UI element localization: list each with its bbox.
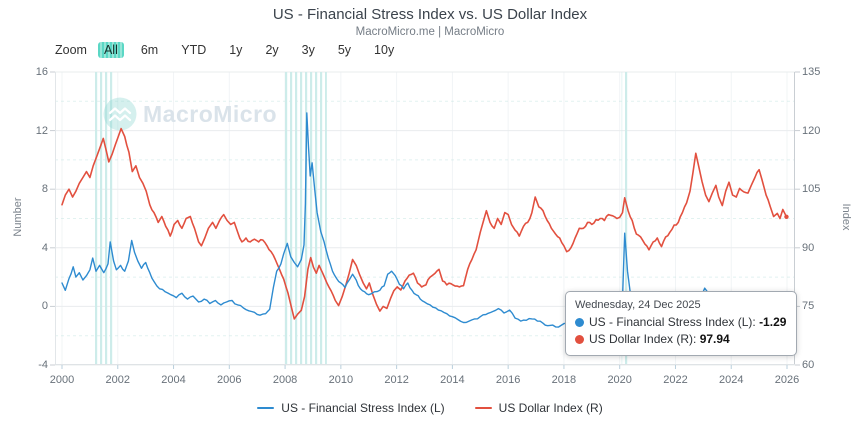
x-tick-2016: 2016	[495, 374, 521, 386]
x-tick-2006: 2006	[217, 374, 242, 386]
range-button-2y[interactable]: 2y	[259, 42, 284, 58]
left-tick-4: 4	[41, 241, 48, 254]
right-tick-75: 75	[802, 300, 815, 313]
right-tick-105: 105	[802, 183, 821, 196]
x-tick-2010: 2010	[328, 374, 354, 386]
range-button-1y[interactable]: 1y	[223, 42, 248, 58]
red-series-dot-icon	[575, 335, 584, 344]
left-tick-12: 12	[35, 124, 48, 137]
x-tick-2026: 2026	[774, 374, 800, 386]
page-title: US - Financial Stress Index vs. US Dolla…	[272, 6, 588, 23]
x-tick-2024: 2024	[718, 374, 744, 386]
x-tick-2014: 2014	[440, 374, 465, 386]
x-tick-2008: 2008	[272, 374, 298, 386]
x-tick-2012: 2012	[384, 374, 409, 386]
x-tick-2018: 2018	[551, 374, 577, 386]
legend: US - Financial Stress Index (L) US Dolla…	[0, 401, 860, 415]
tooltip-row-stress-index: US - Financial Stress Index (L): -1.29	[575, 314, 786, 331]
range-button-ytd[interactable]: YTD	[175, 42, 212, 58]
range-toolbar: Zoom All 6m YTD 1y 2y 3y 5y 10y	[55, 42, 400, 58]
tooltip-date: Wednesday, 24 Dec 2025	[575, 299, 701, 311]
left-tick-8: 8	[41, 183, 48, 196]
range-button-6m[interactable]: 6m	[135, 42, 164, 58]
left-tick--4: -4	[38, 359, 48, 371]
x-tick-2020: 2020	[607, 374, 632, 386]
series-end-marker	[784, 214, 789, 219]
macromicro-watermark: MacroMicro	[103, 97, 277, 131]
plot-area[interactable]: MacroMicro	[50, 71, 800, 369]
legend-item-dollar-index[interactable]: US Dollar Index (R)	[474, 401, 603, 415]
x-tick-2004: 2004	[161, 374, 186, 386]
chart-subtitle: MacroMicro.me | MacroMicro	[355, 26, 505, 38]
tooltip-row-dollar-index: US Dollar Index (R): 97.94	[575, 331, 786, 348]
x-tick-2000: 2000	[49, 374, 75, 386]
right-tick-90: 90	[802, 241, 815, 254]
range-button-5y[interactable]: 5y	[332, 42, 357, 58]
x-tick-2022: 2022	[663, 374, 688, 386]
red-line-sample-icon	[474, 407, 492, 409]
right-tick-120: 120	[802, 124, 821, 137]
range-button-3y[interactable]: 3y	[296, 42, 321, 58]
svg-text:MacroMicro: MacroMicro	[143, 101, 277, 127]
tooltip: Wednesday, 24 Dec 2025 US - Financial St…	[565, 291, 798, 356]
right-tick-60: 60	[802, 359, 815, 371]
zoom-label: Zoom	[55, 43, 87, 57]
left-tick-0: 0	[41, 300, 48, 313]
right-tick-135: 135	[802, 66, 821, 78]
series-line-dollar-index[interactable]	[61, 127, 788, 320]
range-button-10y[interactable]: 10y	[368, 42, 400, 58]
blue-series-dot-icon	[575, 318, 584, 327]
range-buttons: All 6m YTD 1y 2y 3y 5y 10y	[97, 42, 400, 58]
x-tick-2002: 2002	[105, 374, 130, 386]
blue-line-sample-icon	[257, 407, 275, 409]
left-tick-16: 16	[35, 66, 48, 78]
legend-item-stress-index[interactable]: US - Financial Stress Index (L)	[257, 401, 445, 415]
range-button-all[interactable]: All	[97, 42, 124, 58]
